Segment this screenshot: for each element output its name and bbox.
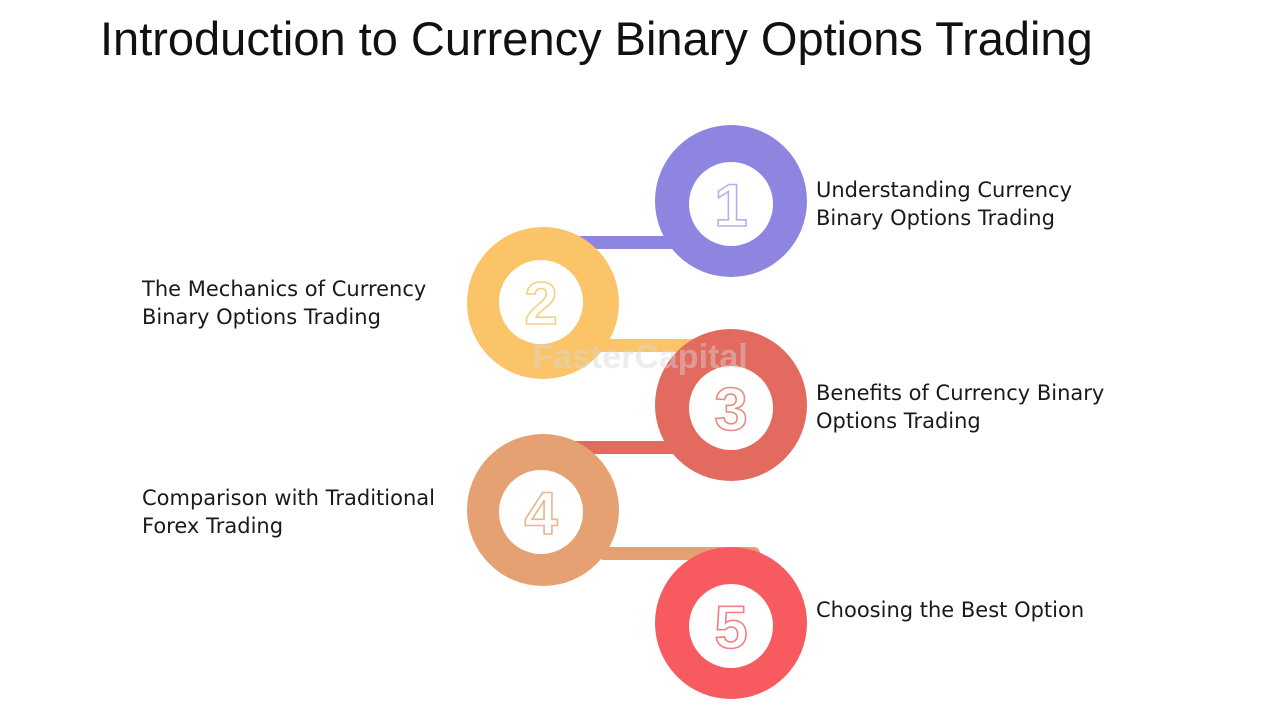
step-2-inner bbox=[499, 260, 583, 344]
step-2-node: 2 bbox=[467, 227, 619, 379]
step-3-label: Benefits of Currency Binary Options Trad… bbox=[816, 379, 1146, 435]
step-4-number: 4 bbox=[524, 480, 558, 547]
step-1-label-line2: Binary Options Trading bbox=[816, 206, 1055, 230]
step-5-label-line1: Choosing the Best Option bbox=[816, 598, 1085, 622]
step-3-inner bbox=[689, 366, 773, 450]
step-1-inner bbox=[689, 162, 773, 246]
connector-1-2 bbox=[565, 236, 685, 249]
step-2-label: The Mechanics of Currency Binary Options… bbox=[142, 275, 472, 331]
step-4-label: Comparison with Traditional Forex Tradin… bbox=[142, 484, 472, 540]
step-1-label: Understanding Currency Binary Options Tr… bbox=[816, 176, 1146, 232]
step-5-label: Choosing the Best Option bbox=[816, 596, 1146, 624]
step-4-node: 4 bbox=[467, 434, 619, 586]
step-3-node: 3 bbox=[655, 329, 807, 481]
step-2-number: 2 bbox=[524, 270, 557, 337]
step-2-label-line2: Binary Options Trading bbox=[142, 305, 381, 329]
watermark-logo: FasterCapital bbox=[532, 338, 747, 376]
step-4-inner bbox=[499, 470, 583, 554]
step-3-label-line1: Benefits of Currency Binary bbox=[816, 381, 1105, 405]
step-1-node: 1 bbox=[655, 125, 807, 277]
connector-3-4 bbox=[560, 441, 690, 454]
step-5-number: 5 bbox=[714, 594, 747, 661]
step-2-label-line1: The Mechanics of Currency bbox=[142, 277, 427, 301]
step-1-number: 1 bbox=[714, 172, 747, 239]
step-3-number: 3 bbox=[714, 376, 747, 443]
step-5-node: 5 bbox=[655, 547, 807, 699]
step-3-label-line2: Options Trading bbox=[816, 409, 981, 433]
step-1-label-line1: Understanding Currency bbox=[816, 178, 1073, 202]
page-title: Introduction to Currency Binary Options … bbox=[100, 12, 1093, 65]
step-5-inner bbox=[689, 584, 773, 668]
step-4-label-line1: Comparison with Traditional bbox=[142, 486, 435, 510]
step-4-label-line2: Forex Trading bbox=[142, 514, 284, 538]
